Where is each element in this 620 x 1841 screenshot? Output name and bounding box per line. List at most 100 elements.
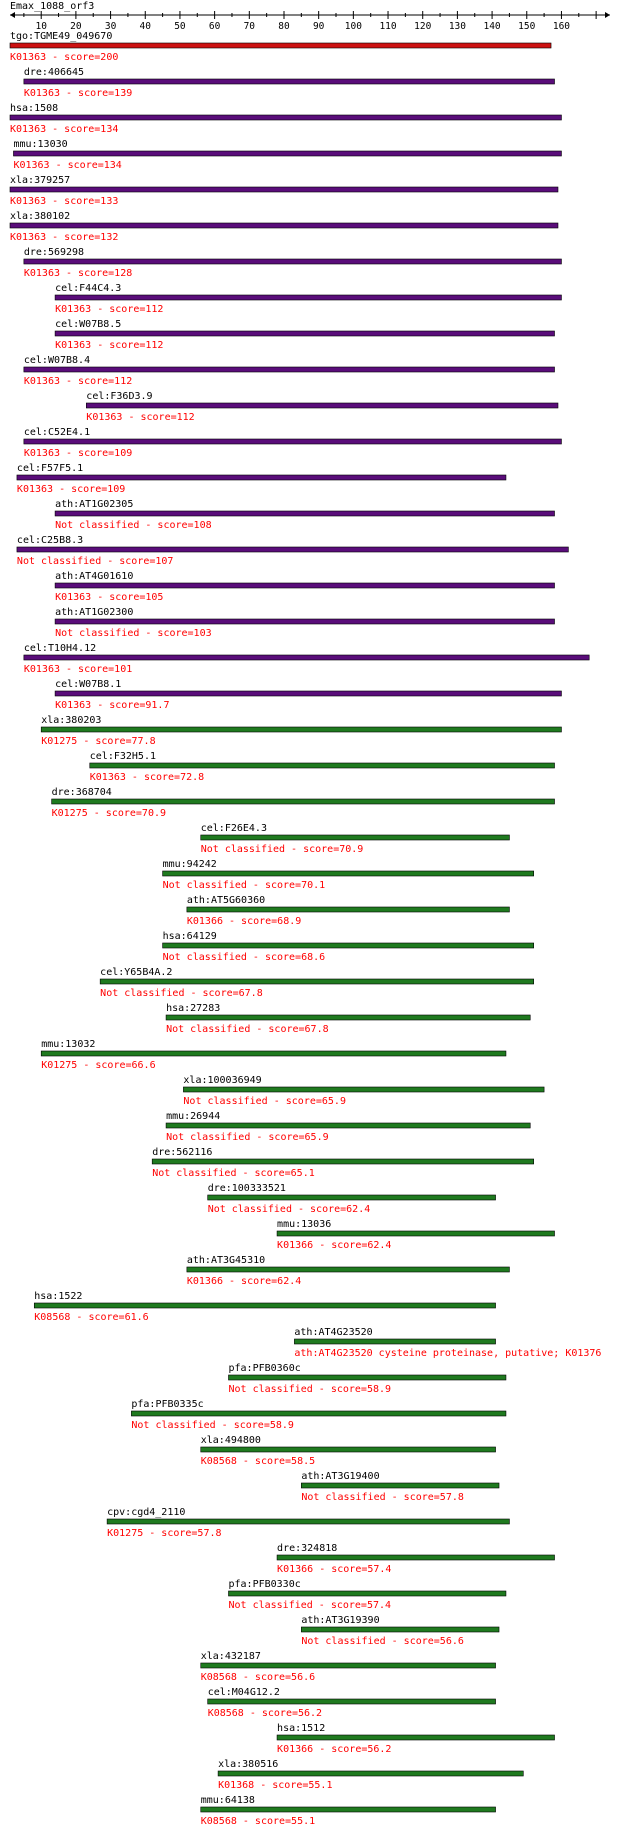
hit-bar[interactable] [16,474,507,481]
hit-row[interactable]: pfa:PFB0330c Not classified - score=57.4 [228,1579,507,1611]
hit-row[interactable]: pfa:PFB0335c Not classified - score=58.9 [131,1399,507,1431]
hit-row[interactable]: xla:494800 K08568 - score=58.5 [200,1435,496,1467]
hit-row[interactable]: xla:432187 K08568 - score=56.6 [200,1651,496,1683]
hit-bar[interactable] [54,690,562,697]
hit-row[interactable]: xla:380102 K01363 - score=132 [9,211,559,243]
hit-row[interactable]: cel:T10H4.12 K01363 - score=101 [23,643,590,675]
hit-row[interactable]: ath:AT5G60360 K01366 - score=68.9 [186,895,510,927]
hit-bar[interactable] [200,1662,496,1669]
hit-bar[interactable] [207,1194,496,1201]
hit-row[interactable]: mmu:64138 K08568 - score=55.1 [200,1795,496,1827]
hit-row[interactable]: cel:F32H5.1 K01363 - score=72.8 [89,751,555,783]
hit-bar[interactable] [16,546,569,553]
hit-bar[interactable] [186,1266,510,1273]
hit-bar[interactable] [9,42,552,49]
hit-row[interactable]: dre:406645 K01363 - score=139 [23,67,555,99]
hit-row[interactable]: hsa:27283 Not classified - score=67.8 [165,1003,531,1035]
hit-bar[interactable] [294,1338,496,1345]
hit-bar[interactable] [54,618,555,625]
hit-row[interactable]: dre:324818 K01366 - score=57.4 [276,1543,555,1575]
hit-row[interactable]: mmu:13032 K01275 - score=66.6 [40,1039,507,1071]
hit-row[interactable]: ath:AT3G45310 K01366 - score=62.4 [186,1255,510,1287]
hit-row[interactable]: cel:Y65B4A.2 Not classified - score=67.8 [99,967,534,999]
hit-row[interactable]: ath:AT4G01610 K01363 - score=105 [54,571,555,603]
hit-bar[interactable] [162,942,534,949]
hit-row[interactable]: ath:AT3G19400 Not classified - score=57.8 [301,1471,500,1503]
hit-bar[interactable] [276,1230,555,1237]
hit-row[interactable]: cel:M04G12.2 K08568 - score=56.2 [207,1687,496,1719]
hit-row[interactable]: mmu:13036 K01366 - score=62.4 [276,1219,555,1251]
hit-bar[interactable] [86,402,559,409]
hit-bar[interactable] [89,762,555,769]
hit-row[interactable]: dre:100333521 Not classified - score=62.4 [207,1183,496,1215]
hit-bar[interactable] [301,1626,500,1633]
hit-row[interactable]: mmu:26944 Not classified - score=65.9 [165,1111,531,1143]
hit-bar[interactable] [162,870,534,877]
hit-bar[interactable] [106,1518,510,1525]
hit-row[interactable]: mmu:13030 K01363 - score=134 [13,139,562,171]
hit-bar[interactable] [54,294,562,301]
hit-row[interactable]: cel:W07B8.1 K01363 - score=91.7 [54,679,562,711]
hit-bar[interactable] [276,1554,555,1561]
hit-row[interactable]: dre:562116 Not classified - score=65.1 [151,1147,534,1179]
hit-bar[interactable] [301,1482,500,1489]
hit-bar[interactable] [99,978,534,985]
hit-row[interactable]: ath:AT1G02305 Not classified - score=108 [54,499,555,531]
hit-bar[interactable] [54,330,555,337]
hit-bar[interactable] [40,726,562,733]
hit-row[interactable]: xla:380203 K01275 - score=77.8 [40,715,562,747]
hit-bar[interactable] [23,258,562,265]
hit-row[interactable]: xla:380516 K01368 - score=55.1 [217,1759,524,1791]
hit-bar[interactable] [207,1698,496,1705]
hit-bar[interactable] [165,1014,531,1021]
hit-row[interactable]: cpv:cgd4_2110 K01275 - score=57.8 [106,1507,510,1539]
hit-row[interactable]: cel:W07B8.5 K01363 - score=112 [54,319,555,351]
hit-row[interactable]: dre:569298 K01363 - score=128 [23,247,562,279]
hit-bar[interactable] [9,186,559,193]
hit-row[interactable]: tgo:TGME49_049670 K01363 - score=200 [9,31,552,63]
hit-bar[interactable] [54,582,555,589]
hit-row[interactable]: ath:AT4G23520 ath:AT4G23520 cysteine prot… [294,1327,601,1359]
hit-row[interactable]: cel:F26E4.3 Not classified - score=70.9 [200,823,510,855]
hit-bar[interactable] [217,1770,524,1777]
hit-bar[interactable] [9,222,559,229]
hit-row[interactable]: cel:F36D3.9 K01363 - score=112 [86,391,559,423]
hit-row[interactable]: hsa:64129 Not classified - score=68.6 [162,931,534,963]
hit-row[interactable]: xla:379257 K01363 - score=133 [9,175,559,207]
hit-bar[interactable] [40,1050,507,1057]
hit-bar[interactable] [23,78,555,85]
hit-bar[interactable] [131,1410,507,1417]
hit-row[interactable]: xla:100036949 Not classified - score=65.9 [183,1075,545,1107]
hit-bar[interactable] [13,150,562,157]
hit-row[interactable]: ath:AT1G02300 Not classified - score=103 [54,607,555,639]
hit-bar[interactable] [23,654,590,661]
hit-bar[interactable] [228,1590,507,1597]
hit-bar[interactable] [228,1374,507,1381]
hit-row[interactable]: hsa:1512 K01366 - score=56.2 [276,1723,555,1755]
hit-bar[interactable] [54,510,555,517]
hit-bar[interactable] [33,1302,496,1309]
hit-bar[interactable] [276,1734,555,1741]
hit-row[interactable]: cel:W07B8.4 K01363 - score=112 [23,355,555,387]
hit-bar[interactable] [9,114,562,121]
hit-bar[interactable] [151,1158,534,1165]
hit-bar[interactable] [200,1806,496,1813]
hit-row[interactable]: hsa:1508 K01363 - score=134 [9,103,562,135]
hit-bar[interactable] [23,438,562,445]
hit-row[interactable]: cel:F44C4.3 K01363 - score=112 [54,283,562,315]
hit-row[interactable]: mmu:94242 Not classified - score=70.1 [162,859,534,891]
hit-bar[interactable] [23,366,555,373]
hit-row[interactable]: cel:F57F5.1 K01363 - score=109 [16,463,507,495]
hit-row[interactable]: hsa:1522 K08568 - score=61.6 [33,1291,496,1323]
hit-row[interactable]: cel:C25B8.3 Not classified - score=107 [16,535,569,567]
hit-row[interactable]: pfa:PFB0360c Not classified - score=58.9 [228,1363,507,1395]
hit-row[interactable]: dre:368704 K01275 - score=70.9 [51,787,555,819]
hit-bar[interactable] [200,834,510,841]
hit-row[interactable]: cel:C52E4.1 K01363 - score=109 [23,427,562,459]
hit-bar[interactable] [165,1122,531,1129]
hit-bar[interactable] [186,906,510,913]
hit-bar[interactable] [183,1086,545,1093]
hit-row[interactable]: ath:AT3G19390 Not classified - score=56.6 [301,1615,500,1647]
hit-bar[interactable] [200,1446,496,1453]
hit-bar[interactable] [51,798,555,805]
